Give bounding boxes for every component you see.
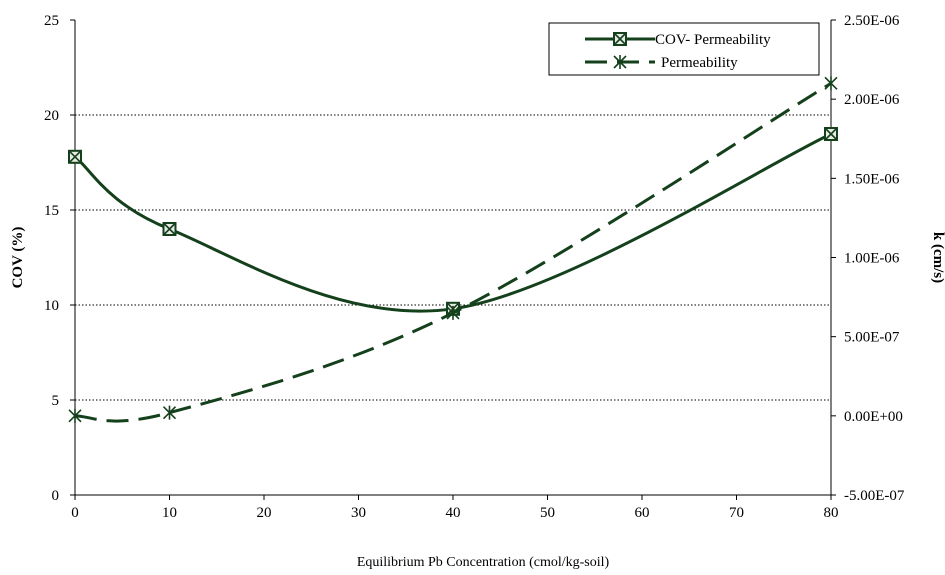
x-axis-title: Equilibrium Pb Concentration (cmol/kg-so… — [357, 555, 610, 570]
y2-tick-label-5: 2.00E-06 — [844, 92, 900, 108]
y-axis-title: COV (%) — [10, 227, 26, 289]
series-layer — [68, 76, 838, 423]
legend-label-cov: COV- Permeability — [655, 32, 771, 48]
x-tick-label-1: 10 — [162, 505, 177, 521]
y-tick-label-2: 10 — [44, 298, 59, 314]
x-tick-label-0: 0 — [71, 505, 79, 521]
y2-tick-label-2: 5.00E-07 — [844, 330, 900, 346]
series-line-0 — [74, 132, 832, 313]
series-line-1 — [74, 82, 832, 423]
y2-tick-label-4: 1.50E-06 — [844, 171, 900, 187]
y-tick-label-5: 25 — [44, 13, 59, 29]
y-tick-label-0: 0 — [52, 488, 60, 504]
legend-marker-cov — [613, 32, 627, 46]
y2-tick-label-3: 1.00E-06 — [844, 251, 900, 267]
series-1-point-3 — [824, 76, 838, 91]
x-tick-label-8: 80 — [824, 505, 839, 521]
y2-axis-title: k (cm/s) — [930, 232, 945, 283]
legend-box — [548, 22, 820, 76]
legend-marker-permeability — [613, 55, 627, 69]
y-tick-label-3: 15 — [44, 203, 59, 219]
x-tick-label-3: 30 — [351, 505, 366, 521]
y2-tick-label-6: 2.50E-06 — [844, 13, 900, 29]
y2-tick-label-1: 0.00E+00 — [844, 409, 903, 425]
y-tick-label-4: 20 — [44, 108, 59, 124]
x-tick-label-2: 20 — [257, 505, 272, 521]
x-tick-label-5: 50 — [540, 505, 555, 521]
x-tick-label-7: 70 — [729, 505, 744, 521]
series-1-point-0 — [68, 408, 82, 423]
x-tick-label-4: 40 — [446, 505, 461, 521]
series-0-point-0 — [68, 149, 82, 164]
legend-marker-shape-1 — [613, 55, 627, 69]
legend-marker-shape-0 — [613, 32, 627, 46]
legend: COV- Permeability Permeability — [548, 22, 820, 76]
y-tick-label-1: 5 — [52, 393, 60, 409]
legend-label-permeability: Permeability — [661, 55, 738, 71]
series-1-point-2 — [446, 305, 460, 320]
series-0-point-3 — [824, 127, 838, 141]
axes-layer: 0 10 20 30 40 50 60 70 80 0 5 10 15 20 25 -5.00E-07 0.00… — [44, 13, 905, 521]
grid-layer — [75, 114, 831, 401]
x-tick-label-6: 60 — [635, 505, 650, 521]
series-0-point-1 — [162, 222, 177, 236]
y2-tick-label-0: -5.00E-07 — [844, 488, 905, 504]
series-1-point-1 — [162, 405, 177, 420]
